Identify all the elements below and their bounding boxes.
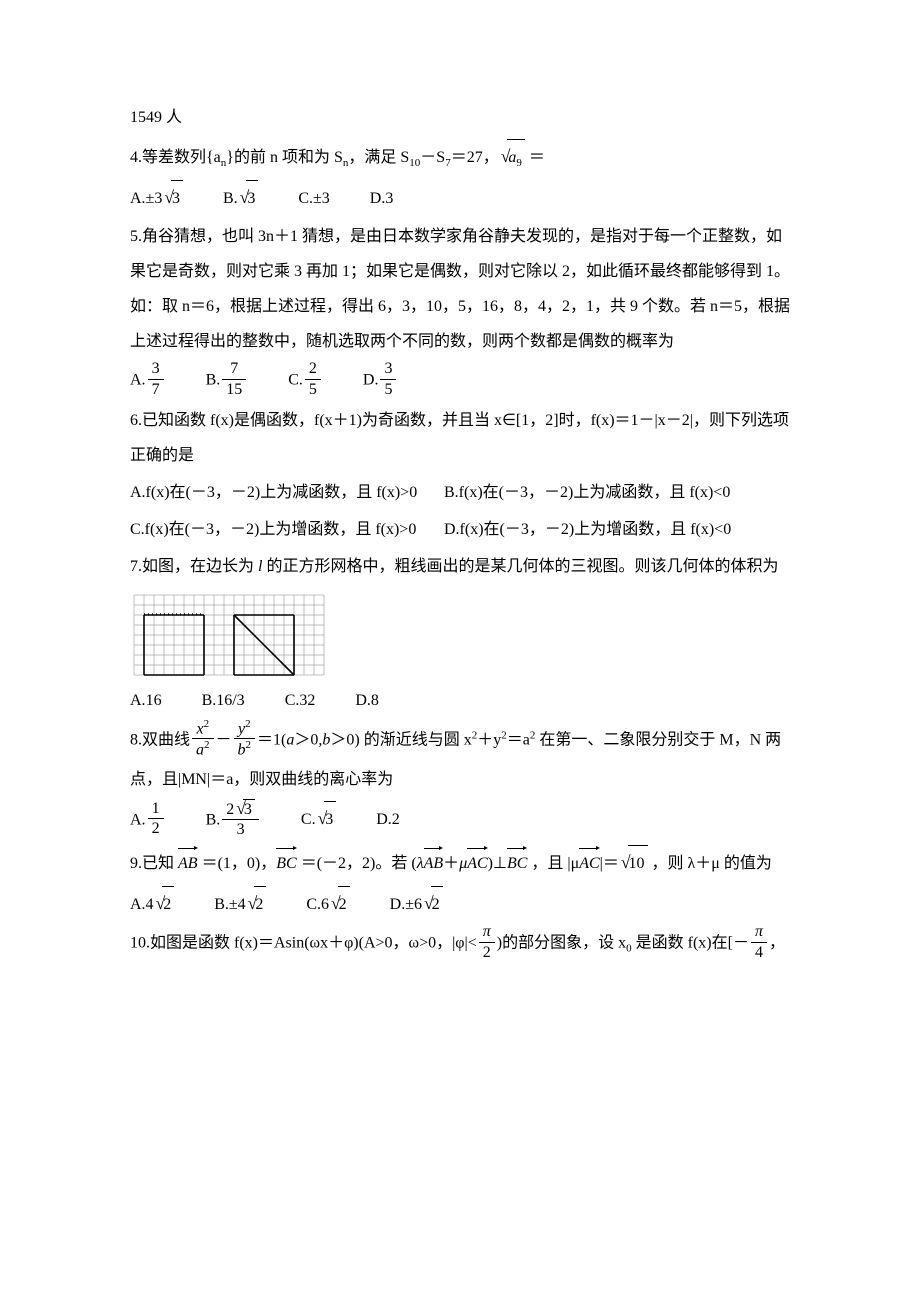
q5-options: A.37 B.715 C.25 D.35 xyxy=(130,361,790,400)
q7-opt-d: D.8 xyxy=(355,683,379,718)
q6-stem: 6.已知函数 f(x)是偶函数，f(x＋1)为奇函数，并且当 x∈[1，2]时，… xyxy=(130,403,790,473)
q7-opt-c: C.32 xyxy=(285,683,316,718)
q4-opt-b: B.√3 xyxy=(223,178,258,217)
q4-options: A.±3√3 B.√3 C.±3 D.3 xyxy=(130,178,790,217)
q9-opt-c: C.6√2 xyxy=(306,884,349,923)
q9-stem: 9.已知 AB ＝(1，0)，BC ＝(－2，2)。若 (λAB＋μAC)⊥BC… xyxy=(130,843,790,882)
q4-stem: 4.等差数列{an}的前 n 项和为 Sn，满足 S10－S7＝27，√a9 ＝ xyxy=(130,137,790,176)
q5-opt-c: C.25 xyxy=(288,361,323,400)
q9-options: A.4√2 B.±4√2 C.6√2 D.±6√2 xyxy=(130,884,790,923)
q6-opt-d: D.f(x)在(－3，－2)上为增函数，且 f(x)<0 xyxy=(444,512,754,547)
q6-opt-a: A.f(x)在(－3，－2)上为减函数，且 f(x)>0 xyxy=(130,475,440,510)
q8-opt-a: A.12 xyxy=(130,801,166,840)
q8-opt-c: C.√3 xyxy=(301,799,336,838)
header-fragment: 1549 人 xyxy=(130,100,790,135)
q5-opt-b: B.715 xyxy=(206,361,249,400)
q4-opt-c: C.±3 xyxy=(298,181,329,216)
q4-opt-d: D.3 xyxy=(370,181,394,216)
q8-opt-d: D.2 xyxy=(376,802,400,837)
q7-stem: 7.如图，在边长为 l 的正方形网格中，粗线画出的是某几何体的三视图。则该几何体… xyxy=(130,549,790,584)
q6-options-row1: A.f(x)在(－3，－2)上为减函数，且 f(x)>0 B.f(x)在(－3，… xyxy=(130,475,790,510)
q5-opt-d: D.35 xyxy=(363,361,399,400)
q5-stem: 5.角谷猜想，也叫 3n＋1 猜想，是由日本数学家角谷静夫发现的，是指对于每一个… xyxy=(130,219,790,360)
q9-opt-b: B.±4√2 xyxy=(214,884,266,923)
q6-options-row2: C.f(x)在(－3，－2)上为增函数，且 f(x)>0 D.f(x)在(－3，… xyxy=(130,512,790,547)
q7-options: A.16 B.16/3 C.32 D.8 xyxy=(130,683,790,718)
q4-opt-a: A.±3√3 xyxy=(130,178,183,217)
q9-opt-a: A.4√2 xyxy=(130,884,174,923)
q7-opt-b: B.16/3 xyxy=(202,683,245,718)
q5-opt-a: A.37 xyxy=(130,361,166,400)
q6-opt-b: B.f(x)在(－3，－2)上为减函数，且 f(x)<0 xyxy=(444,475,754,510)
q6-opt-c: C.f(x)在(－3，－2)上为增函数，且 f(x)>0 xyxy=(130,512,440,547)
q7-opt-a: A.16 xyxy=(130,683,162,718)
q9-opt-d: D.±6√2 xyxy=(390,884,443,923)
q8-options: A.12 B.2√33 C.√3 D.2 xyxy=(130,799,790,841)
q7-figure xyxy=(130,591,328,679)
q8-stem: 8.双曲线x2a2－y2b2＝1(a＞0,b＞0) 的渐近线与圆 x2＋y2＝a… xyxy=(130,720,790,797)
q8-opt-b: B.2√33 xyxy=(206,800,261,841)
q10-stem: 10.如图是函数 f(x)＝Asin(ωx＋φ)(A>0，ω>0，|φ|<π2)… xyxy=(130,924,790,963)
